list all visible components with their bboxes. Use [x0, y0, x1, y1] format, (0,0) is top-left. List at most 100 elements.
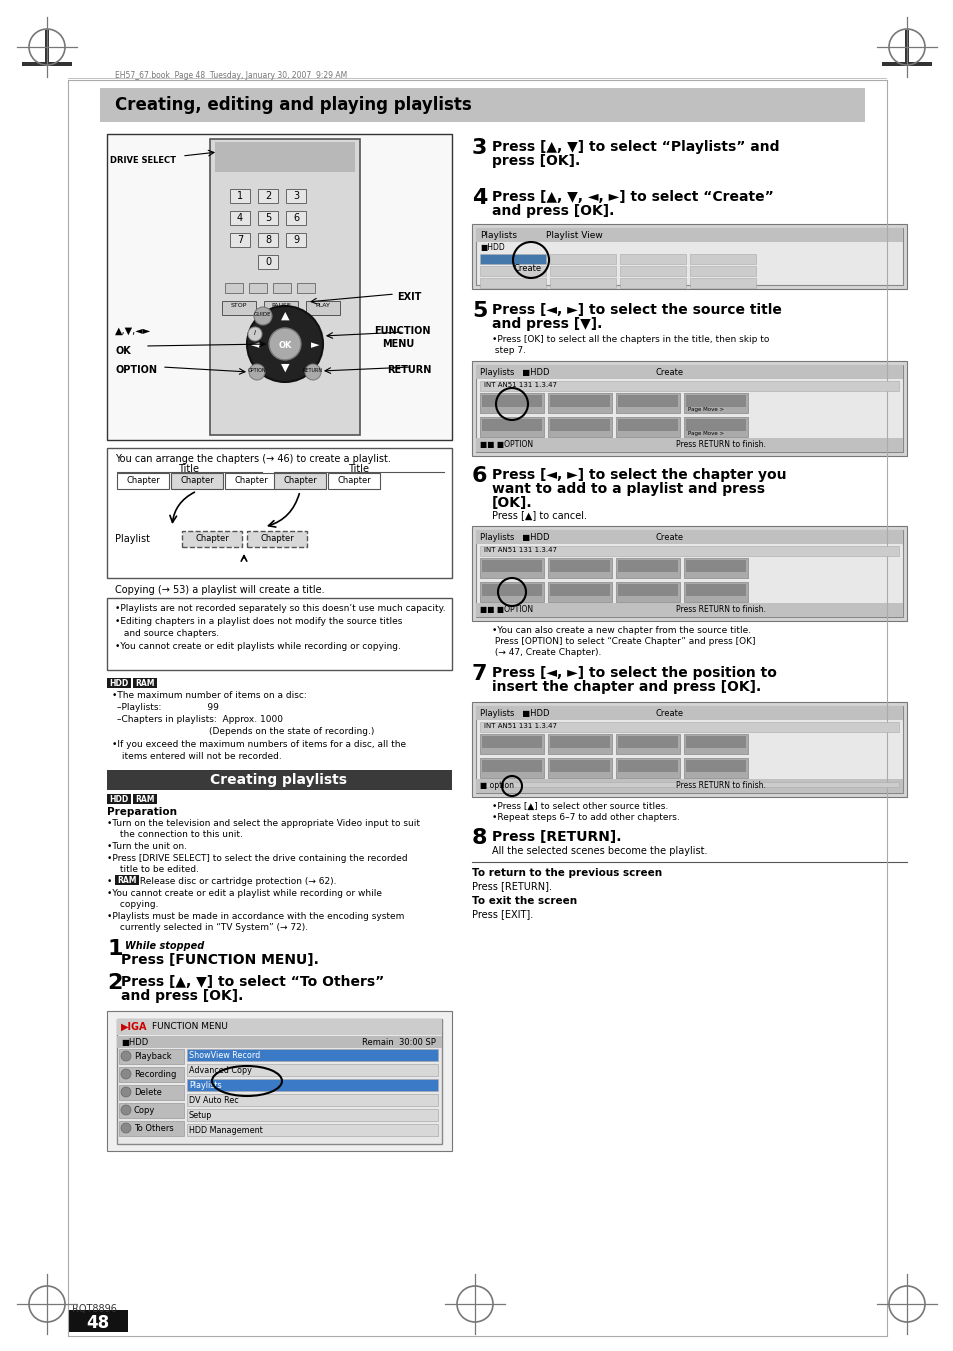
Bar [618, 561, 678, 571]
Bar [247, 531, 307, 547]
Bar [182, 531, 242, 547]
Text: You can arrange the chapters (→ 46) to create a playlist.: You can arrange the chapters (→ 46) to c… [115, 454, 391, 463]
Bar [685, 761, 745, 771]
Text: Playlists: Playlists [189, 1081, 221, 1090]
Bar [476, 780, 902, 793]
Bar [214, 142, 355, 172]
Bar [257, 211, 277, 226]
Bar [119, 1102, 184, 1119]
Bar [296, 282, 314, 293]
Text: ◄: ◄ [251, 340, 259, 350]
Bar [286, 189, 306, 203]
Bar [115, 875, 138, 885]
Bar [222, 301, 255, 315]
Bar [479, 734, 543, 754]
Text: Chapter: Chapter [180, 476, 213, 485]
Bar [22, 62, 71, 66]
Text: Press [EXIT].: Press [EXIT]. [472, 909, 533, 919]
Text: •The maximum number of items on a disc:: •The maximum number of items on a disc: [112, 690, 307, 700]
Text: 4: 4 [236, 213, 243, 223]
Text: OK: OK [278, 340, 292, 350]
Text: Recording: Recording [133, 1070, 176, 1079]
Bar [550, 584, 609, 596]
Text: OPTION: OPTION [248, 367, 266, 373]
Text: 5: 5 [472, 301, 487, 322]
Text: Advanced Copy: Advanced Copy [189, 1066, 252, 1075]
Bar [619, 266, 685, 276]
Circle shape [121, 1051, 131, 1061]
Bar [187, 1079, 437, 1092]
Bar [479, 393, 543, 413]
Text: Press [◄, ►] to select the position to: Press [◄, ►] to select the position to [492, 666, 776, 680]
Text: Create: Create [656, 367, 683, 377]
Text: Create: Create [514, 263, 541, 273]
Text: title to be edited.: title to be edited. [117, 865, 199, 874]
Bar [119, 1048, 184, 1065]
Text: Title: Title [348, 463, 369, 474]
Bar [306, 301, 339, 315]
Text: ▶IGA: ▶IGA [121, 1021, 148, 1032]
Text: RETURN: RETURN [303, 367, 323, 373]
Bar [479, 278, 545, 288]
Text: Setup: Setup [189, 1111, 213, 1120]
Bar [210, 139, 359, 435]
Text: HDD Management: HDD Management [189, 1125, 262, 1135]
Bar [616, 758, 679, 778]
Bar [230, 232, 250, 247]
Text: Press [▲, ▼, ◄, ►] to select “Create”: Press [▲, ▼, ◄, ►] to select “Create” [492, 190, 773, 204]
Bar [547, 417, 612, 436]
Bar [225, 473, 276, 489]
Bar [689, 254, 755, 263]
Bar [107, 134, 452, 440]
Bar [100, 88, 864, 122]
Bar [107, 770, 452, 790]
Text: 2: 2 [265, 190, 271, 201]
Text: Press [▲, ▼] to select “Playlists” and: Press [▲, ▼] to select “Playlists” and [492, 141, 779, 154]
Bar [273, 282, 291, 293]
Text: ■■ ■OPTION: ■■ ■OPTION [479, 605, 533, 613]
Text: INT AN51 131 1.3.47: INT AN51 131 1.3.47 [483, 723, 557, 730]
Circle shape [121, 1105, 131, 1115]
Text: •You cannot create or edit a playlist while recording or while: •You cannot create or edit a playlist wh… [107, 889, 381, 898]
Bar [286, 211, 306, 226]
Text: Create: Create [656, 534, 683, 542]
Text: HDD: HDD [109, 794, 128, 804]
Text: •Press [OK] to select all the chapters in the title, then skip to: •Press [OK] to select all the chapters i… [492, 335, 768, 345]
Circle shape [249, 363, 265, 380]
Bar [619, 278, 685, 288]
Bar [472, 361, 906, 457]
Text: RAM: RAM [135, 794, 154, 804]
Text: Press RETURN to finish.: Press RETURN to finish. [676, 440, 765, 449]
Text: Preparation: Preparation [107, 807, 177, 817]
Text: 1: 1 [236, 190, 243, 201]
Bar [618, 584, 678, 596]
Bar [550, 419, 609, 431]
Bar [547, 558, 612, 578]
Text: All the selected scenes become the playlist.: All the selected scenes become the playl… [492, 846, 707, 857]
Text: copying.: copying. [117, 900, 158, 909]
Text: ■ option: ■ option [479, 781, 514, 790]
Bar [476, 707, 902, 793]
Text: Playlists   ■HDD: Playlists ■HDD [479, 367, 549, 377]
Text: 4: 4 [472, 188, 487, 208]
Text: 0: 0 [265, 257, 271, 267]
Text: RAM: RAM [117, 875, 136, 885]
Text: PLAY: PLAY [315, 303, 330, 308]
Bar [683, 758, 747, 778]
Text: EH57_67.book  Page 48  Tuesday, January 30, 2007  9:29 AM: EH57_67.book Page 48 Tuesday, January 30… [115, 72, 347, 80]
Text: To exit the screen: To exit the screen [472, 896, 577, 907]
Text: and source chapters.: and source chapters. [121, 630, 219, 638]
Bar [616, 582, 679, 603]
Bar [476, 530, 902, 617]
Text: Copy: Copy [133, 1106, 155, 1115]
Bar [286, 232, 306, 247]
Bar [476, 603, 902, 617]
Bar [547, 582, 612, 603]
Text: ►: ► [311, 340, 319, 350]
Bar [683, 417, 747, 436]
Bar [481, 736, 541, 748]
Text: FUNCTION: FUNCTION [374, 326, 430, 336]
Text: Release disc or cartridge protection (→ 62).: Release disc or cartridge protection (→ … [137, 877, 336, 886]
Bar [117, 1019, 441, 1144]
Circle shape [269, 328, 301, 359]
